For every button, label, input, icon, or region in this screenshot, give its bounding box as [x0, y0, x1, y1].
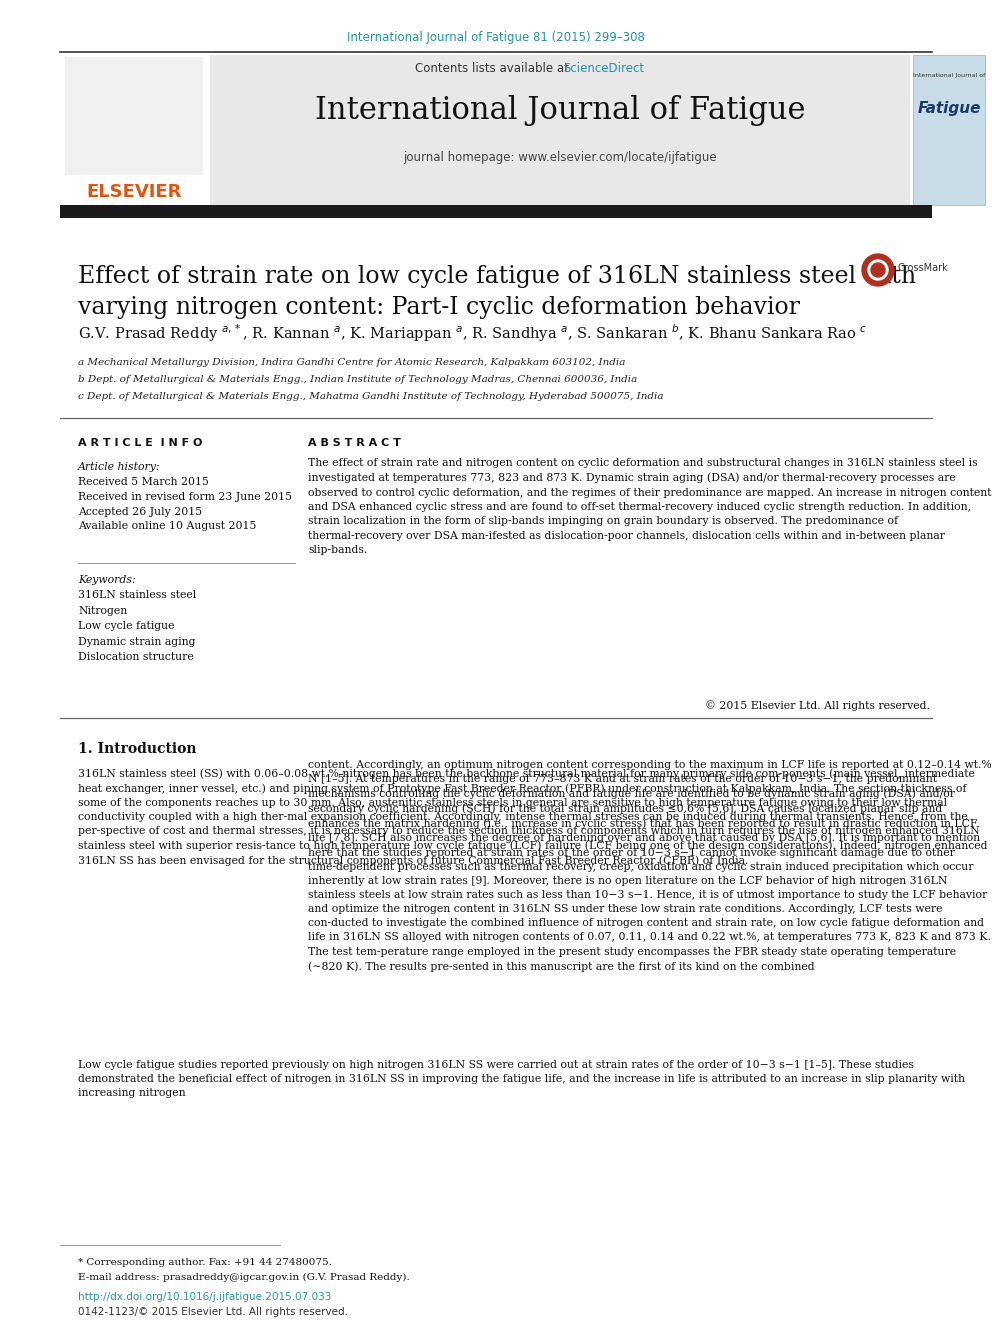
Text: International Journal of Fatigue 81 (2015) 299–308: International Journal of Fatigue 81 (201… [347, 32, 645, 45]
Text: journal homepage: www.elsevier.com/locate/ijfatigue: journal homepage: www.elsevier.com/locat… [403, 152, 717, 164]
Text: Received 5 March 2015
Received in revised form 23 June 2015
Accepted 26 July 201: Received 5 March 2015 Received in revise… [78, 478, 292, 532]
Text: 1. Introduction: 1. Introduction [78, 742, 196, 755]
Text: Keywords:: Keywords: [78, 576, 136, 585]
Text: CrossMark: CrossMark [897, 263, 947, 273]
Circle shape [871, 263, 885, 277]
Text: c Dept. of Metallurgical & Materials Engg., Mahatma Gandhi Institute of Technolo: c Dept. of Metallurgical & Materials Eng… [78, 392, 664, 401]
Text: Contents lists available at: Contents lists available at [415, 61, 572, 74]
Text: a Mechanical Metallurgy Division, Indira Gandhi Centre for Atomic Research, Kalp: a Mechanical Metallurgy Division, Indira… [78, 359, 625, 366]
Bar [60, 56, 208, 205]
Text: 316LN stainless steel
Nitrogen
Low cycle fatigue
Dynamic strain aging
Dislocatio: 316LN stainless steel Nitrogen Low cycle… [78, 590, 196, 663]
Text: A R T I C L E  I N F O: A R T I C L E I N F O [78, 438, 202, 448]
Text: ELSEVIER: ELSEVIER [86, 183, 182, 201]
Text: International Journal of Fatigue: International Journal of Fatigue [314, 94, 806, 126]
Bar [210, 56, 910, 205]
Circle shape [862, 254, 894, 286]
Text: E-mail address: prasadreddy@igcar.gov.in (G.V. Prasad Reddy).: E-mail address: prasadreddy@igcar.gov.in… [78, 1273, 410, 1282]
Text: Low cycle fatigue studies reported previously on high nitrogen 316LN SS were car: Low cycle fatigue studies reported previ… [78, 1060, 965, 1098]
Text: 316LN stainless steel (SS) with 0.06–0.08 wt.% nitrogen has been the backbone st: 316LN stainless steel (SS) with 0.06–0.0… [78, 767, 987, 867]
Text: * Corresponding author. Fax: +91 44 27480075.: * Corresponding author. Fax: +91 44 2748… [78, 1258, 332, 1267]
Circle shape [868, 261, 888, 280]
Text: G.V. Prasad Reddy $^{a,*}$, R. Kannan $^{a}$, K. Mariappan $^{a}$, R. Sandhya $^: G.V. Prasad Reddy $^{a,*}$, R. Kannan $^… [78, 321, 867, 344]
Bar [913, 56, 985, 205]
Text: The effect of strain rate and nitrogen content on cyclic deformation and substru: The effect of strain rate and nitrogen c… [308, 458, 991, 556]
Text: 0142-1123/© 2015 Elsevier Ltd. All rights reserved.: 0142-1123/© 2015 Elsevier Ltd. All right… [78, 1307, 348, 1316]
Text: http://dx.doi.org/10.1016/j.ijfatigue.2015.07.033: http://dx.doi.org/10.1016/j.ijfatigue.20… [78, 1293, 331, 1302]
Text: content. Accordingly, an optimum nitrogen content corresponding to the maximum i: content. Accordingly, an optimum nitroge… [308, 759, 992, 971]
Text: Effect of strain rate on low cycle fatigue of 316LN stainless steel with
varying: Effect of strain rate on low cycle fatig… [78, 265, 917, 319]
Text: Fatigue: Fatigue [918, 101, 981, 115]
Text: A B S T R A C T: A B S T R A C T [308, 438, 401, 448]
Bar [65, 57, 203, 175]
Text: © 2015 Elsevier Ltd. All rights reserved.: © 2015 Elsevier Ltd. All rights reserved… [705, 700, 930, 710]
Text: International Journal of: International Journal of [913, 73, 985, 78]
Text: b Dept. of Metallurgical & Materials Engg., Indian Institute of Technology Madra: b Dept. of Metallurgical & Materials Eng… [78, 374, 637, 384]
Bar [60, 205, 932, 218]
Text: ScienceDirect: ScienceDirect [563, 61, 644, 74]
Text: Article history:: Article history: [78, 462, 161, 472]
